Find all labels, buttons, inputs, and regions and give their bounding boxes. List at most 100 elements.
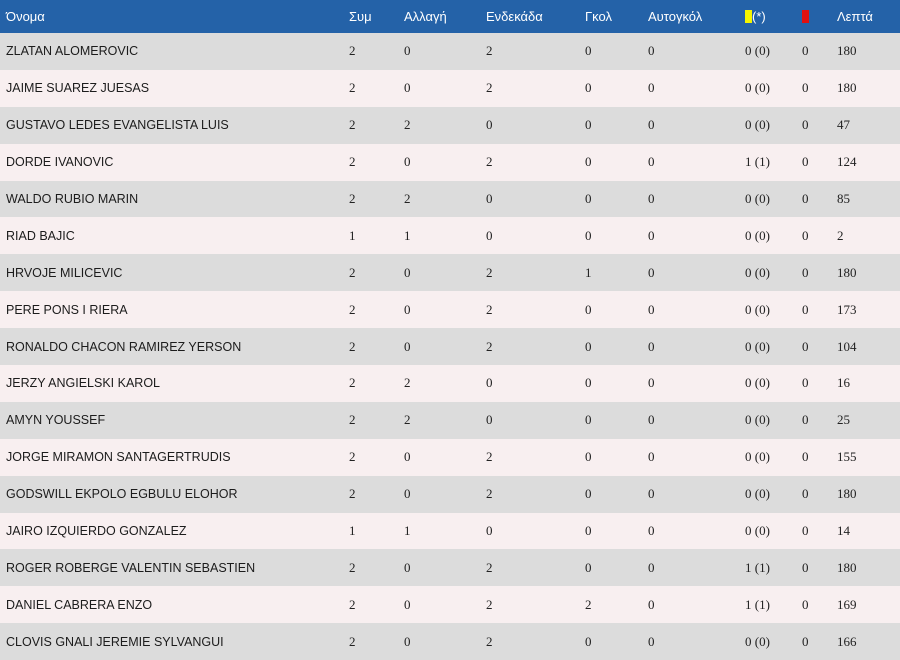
player-name: JORGE MIRAMON SANTAGERTRUDIS [6,450,231,465]
red-cards-value: 0 [802,264,809,280]
player-name: ZLATAN ALOMEROVIC [6,44,139,59]
own-goals-value: 0 [648,43,655,59]
appearances-value: 2 [349,301,356,317]
yellow-cards-value: 0 (0) [745,43,770,59]
yellow-card-icon [745,10,752,23]
minutes-value: 2 [837,227,844,243]
minutes-value: 180 [837,486,857,502]
substitute-value: 0 [404,449,411,465]
own-goals-value: 0 [648,523,655,539]
header-goals[interactable]: Γκολ [585,9,612,24]
yellow-cards-value: 0 (0) [745,449,770,465]
table-row: CLOVIS GNALI JEREMIE SYLVANGUI 2 0 2 0 0 0 (0)… [0,623,900,660]
substitute-value: 0 [404,559,411,575]
red-cards-value: 0 [802,227,809,243]
own-goals-value: 0 [648,596,655,612]
appearances-value: 2 [349,596,356,612]
goals-value: 0 [585,486,592,502]
header-substitute[interactable]: Αλλαγή [404,9,447,24]
substitute-value: 2 [404,117,411,133]
red-cards-value: 0 [802,412,809,428]
appearances-value: 2 [349,154,356,170]
player-name: ROGER ROBERGE VALENTIN SEBASTIEN [6,560,256,575]
table-row: GUSTAVO LEDES EVANGELISTA LUIS 2 2 0 0 0 0 (0)… [0,106,900,144]
table-row: JORGE MIRAMON SANTAGERTRUDIS 2 0 2 0 0 0 (0) 0 1… [0,438,900,476]
starting-value: 0 [486,191,493,206]
appearances-value: 2 [349,80,356,96]
starting-value: 2 [486,449,493,465]
red-cards-value: 0 [802,338,809,354]
substitute-value: 0 [404,486,411,502]
red-cards-value: 0 [802,117,809,133]
table-row: DANIEL CABRERA ENZO 2 0 2 2 0 1 (1) 0 169 [0,586,900,624]
goals-value: 1 [585,264,592,280]
substitute-value: 2 [404,191,411,206]
yellow-cards-value: 0 (0) [745,523,770,539]
table-row: ZLATAN ALOMEROVIC 2 0 2 0 0 0 (0) 0 180 [0,33,900,70]
substitute-value: 0 [404,154,411,170]
minutes-value: 180 [837,80,857,96]
substitute-value: 0 [404,43,411,59]
minutes-value: 124 [837,154,857,170]
player-name: JAIME SUAREZ JUESAS [6,81,150,96]
appearances-value: 2 [349,486,356,502]
starting-value: 2 [486,154,493,170]
header-own-goals[interactable]: Αυτογκόλ [648,9,703,24]
goals-value: 0 [585,43,592,59]
own-goals-value: 0 [648,486,655,502]
player-name: GODSWILL EKPOLO EGBULU ELOHOR [6,487,238,502]
player-name: RIAD BAJIC [6,228,75,243]
goals-value: 0 [585,117,592,133]
goals-value: 0 [585,80,592,96]
goals-value: 0 [585,559,592,575]
goals-value: 0 [585,633,592,649]
substitute-value: 0 [404,301,411,317]
red-cards-value: 0 [802,191,809,206]
starting-value: 2 [486,559,493,575]
minutes-value: 166 [837,633,857,649]
appearances-value: 2 [349,375,356,391]
appearances-value: 2 [349,338,356,354]
goals-value: 0 [585,227,592,243]
header-name[interactable]: Όνομα [6,9,45,24]
header-minutes[interactable]: Λεπτά [837,9,873,24]
header-starting[interactable]: Ενδεκάδα [486,9,543,24]
appearances-value: 2 [349,264,356,280]
goals-value: 0 [585,338,592,354]
minutes-value: 14 [837,523,850,539]
appearances-value: 2 [349,633,356,649]
player-name: JERZY ANGIELSKI KAROL [6,376,160,391]
red-cards-value: 0 [802,486,809,502]
player-name: GUSTAVO LEDES EVANGELISTA LUIS [6,118,229,133]
own-goals-value: 0 [648,449,655,465]
starting-value: 0 [486,117,493,133]
table-row: GODSWILL EKPOLO EGBULU ELOHOR 2 0 2 0 0 0 (0) 0… [0,475,900,513]
yellow-cards-value: 0 (0) [745,412,770,428]
own-goals-value: 0 [648,375,655,391]
yellow-cards-value: 1 (1) [745,596,770,612]
table-row: AMYN YOUSSEF 2 2 0 0 0 0 (0) 0 25 [0,401,900,439]
red-cards-value: 0 [802,80,809,96]
goals-value: 0 [585,375,592,391]
goals-value: 0 [585,301,592,317]
minutes-value: 85 [837,191,850,206]
header-appearances[interactable]: Συμ [349,9,372,24]
goals-value: 0 [585,154,592,170]
appearances-value: 2 [349,117,356,133]
red-cards-value: 0 [802,596,809,612]
yellow-cards-value: 0 (0) [745,264,770,280]
minutes-value: 155 [837,449,857,465]
player-name: CLOVIS GNALI JEREMIE SYLVANGUI [6,634,224,649]
header-red-cards[interactable] [796,0,831,33]
own-goals-value: 0 [648,412,655,428]
starting-value: 0 [486,227,493,243]
starting-value: 2 [486,43,493,59]
substitute-value: 0 [404,264,411,280]
appearances-value: 2 [349,191,356,206]
header-yellow-cards[interactable]: (*) [739,0,796,33]
substitute-value: 0 [404,338,411,354]
red-cards-value: 0 [802,449,809,465]
substitute-value: 2 [404,375,411,391]
red-cards-value: 0 [802,523,809,539]
